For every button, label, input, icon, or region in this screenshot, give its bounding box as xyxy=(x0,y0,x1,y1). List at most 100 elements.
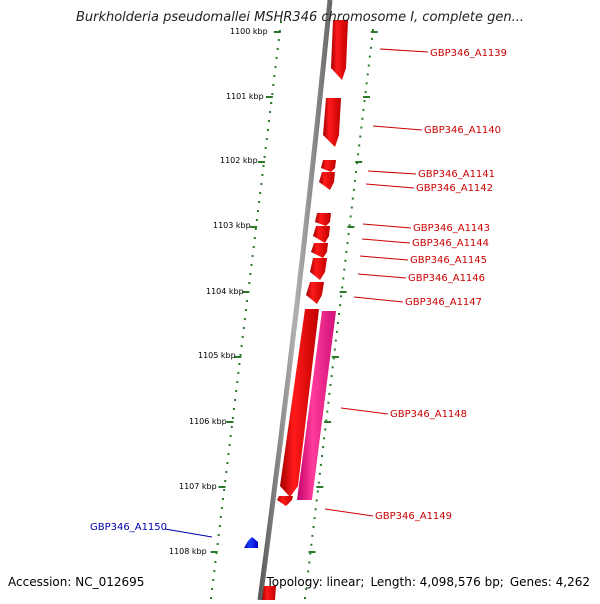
left-ruler-dot xyxy=(214,561,217,563)
kbp-label: 1107 kbp xyxy=(179,482,217,491)
gene-glyph-a1144[interactable] xyxy=(313,226,330,243)
right-ruler-dot xyxy=(359,135,362,138)
kbp-label: 1101 kbp xyxy=(226,92,264,101)
genome-title: Burkholderia pseudomallei MSHR346 chromo… xyxy=(75,10,525,25)
left-ruler-dot xyxy=(257,210,259,212)
right-ruler-dot xyxy=(326,410,329,413)
topology-label: Topology: linear; xyxy=(266,575,365,589)
right-ruler-dot xyxy=(370,37,373,40)
right-ruler-dot xyxy=(347,233,350,236)
left-ruler-dot xyxy=(253,237,256,239)
left-ruler-tick xyxy=(265,96,273,98)
right-ruler-dot xyxy=(349,215,352,218)
gene-label-a1143[interactable]: GBP346_A1143 xyxy=(413,223,490,234)
right-ruler-dot xyxy=(312,526,315,528)
right-ruler-dot xyxy=(355,171,357,173)
right-ruler-dot xyxy=(307,570,310,573)
left-ruler-dot xyxy=(235,390,238,392)
right-ruler-dot xyxy=(345,250,348,253)
left-ruler-tick xyxy=(234,356,242,358)
gene-glyph-a1145[interactable] xyxy=(311,243,328,258)
gene-glyph-a1141[interactable] xyxy=(321,160,336,172)
left-ruler-dot xyxy=(217,534,220,536)
left-ruler-dot xyxy=(254,228,257,230)
right-ruler-dot xyxy=(304,597,306,599)
right-ruler-dot xyxy=(321,455,323,457)
left-ruler-dot xyxy=(231,417,234,419)
gene-glyph-a1148[interactable] xyxy=(280,309,319,497)
right-ruler-tick xyxy=(339,291,347,293)
left-ruler-dot xyxy=(228,444,231,446)
right-ruler-dot xyxy=(316,490,319,493)
gene-glyph-a1140[interactable] xyxy=(323,98,341,147)
gene-label-a1150[interactable]: GBP346_A1150 xyxy=(90,522,167,533)
gene-label-a1142[interactable]: GBP346_A1142 xyxy=(416,183,493,194)
left-ruler-dot xyxy=(210,597,212,599)
kbp-label: 1100 kbp xyxy=(230,27,268,36)
left-ruler-dot xyxy=(246,300,249,302)
right-ruler-dot xyxy=(314,508,317,511)
right-ruler-dot xyxy=(324,428,327,431)
gene-glyph-rrna[interactable] xyxy=(297,311,336,500)
gene-glyph-a1149[interactable] xyxy=(277,496,293,506)
right-ruler-dot xyxy=(305,588,308,591)
left-ruler-tick xyxy=(258,161,265,163)
right-ruler-dot xyxy=(311,534,314,537)
left-ruler xyxy=(210,21,282,599)
gene-label-a1139[interactable]: GBP346_A1139 xyxy=(430,48,507,59)
right-ruler-tick xyxy=(308,551,316,553)
left-ruler-dot xyxy=(216,543,219,545)
right-ruler-dot xyxy=(340,295,343,298)
left-ruler-dot xyxy=(280,21,282,23)
gene-label-a1148[interactable]: GBP346_A1148 xyxy=(390,409,467,420)
left-ruler-dot xyxy=(250,264,253,266)
left-ruler-dot xyxy=(225,471,228,473)
right-ruler-dot xyxy=(308,561,311,564)
gene-label-a1144[interactable]: GBP346_A1144 xyxy=(412,238,489,249)
gene-label-a1146[interactable]: GBP346_A1146 xyxy=(408,273,485,284)
left-ruler-dot xyxy=(275,57,278,59)
left-ruler-dot xyxy=(268,120,270,122)
gene-glyph-a1139[interactable] xyxy=(331,20,348,80)
gene-glyph-partial[interactable] xyxy=(262,586,276,600)
gene-glyph-a1143[interactable] xyxy=(315,213,331,226)
gene-glyph-a1142[interactable] xyxy=(319,172,335,190)
right-ruler-dot xyxy=(335,330,338,333)
left-ruler-dot xyxy=(224,480,227,482)
chromosome-backbone xyxy=(257,0,333,601)
right-ruler-dot xyxy=(368,55,371,58)
left-ruler-tick xyxy=(250,226,258,228)
left-ruler-dot xyxy=(252,246,255,248)
right-ruler-dot xyxy=(323,437,326,440)
right-ruler-tick xyxy=(355,161,363,163)
gene-glyph-a1150[interactable] xyxy=(244,537,258,548)
left-ruler-dot xyxy=(233,408,235,410)
gene-glyph-a1146[interactable] xyxy=(310,258,327,280)
right-ruler-dot xyxy=(364,91,367,94)
right-ruler-dot xyxy=(325,419,328,422)
left-ruler-tick xyxy=(218,486,226,488)
left-ruler-dot xyxy=(229,435,232,437)
kbp-label: 1106 kbp xyxy=(189,417,227,426)
right-ruler-dot xyxy=(315,499,318,502)
gene-label-a1149[interactable]: GBP346_A1149 xyxy=(375,511,452,522)
gene-label-a1141[interactable]: GBP346_A1141 xyxy=(418,169,495,180)
right-ruler-dot xyxy=(358,144,361,147)
left-ruler-dot xyxy=(271,93,274,95)
gene-label-a1147[interactable]: GBP346_A1147 xyxy=(405,297,482,308)
gene-label-a1140[interactable]: GBP346_A1140 xyxy=(424,125,501,136)
right-ruler-dot xyxy=(330,375,333,378)
gene-count-label: Genes: 4,262 xyxy=(509,575,590,589)
left-ruler-dot xyxy=(212,579,215,581)
right-ruler-dot xyxy=(309,552,312,555)
kbp-label: 1103 kbp xyxy=(213,221,251,230)
right-ruler-dot xyxy=(348,224,351,227)
left-ruler-dot xyxy=(219,516,222,518)
left-ruler-tick xyxy=(242,291,250,293)
gene-glyph-a1147[interactable] xyxy=(306,282,324,304)
gene-label-a1145[interactable]: GBP346_A1145 xyxy=(410,255,487,266)
left-ruler-dot xyxy=(262,165,265,167)
left-ruler-dot xyxy=(277,39,280,41)
left-ruler-dot xyxy=(241,336,244,338)
